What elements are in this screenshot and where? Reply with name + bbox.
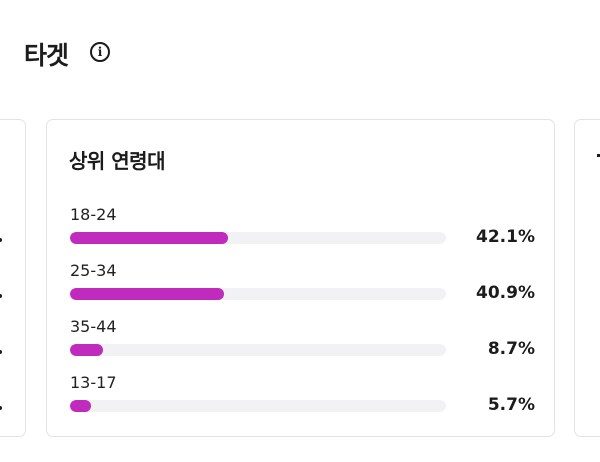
top-age-ranges-card: 상위 연령대 18-24 42.1% 25-34 40.9% 35-44 8.7% 1… (46, 119, 555, 437)
next-card (574, 119, 600, 437)
age-range-label: 13-17 (70, 373, 117, 392)
truncated-text (597, 154, 600, 157)
progress-track (70, 400, 446, 412)
truncated-value-dot (0, 406, 2, 410)
info-circle-icon[interactable]: i (90, 42, 110, 62)
progress-fill (70, 288, 224, 300)
truncated-value-dot (0, 350, 2, 354)
age-range-row: 25-34 40.9% (70, 261, 535, 311)
progress-track (70, 344, 446, 356)
progress-fill (70, 344, 103, 356)
truncated-value-dot (0, 294, 2, 298)
previous-card (0, 119, 26, 437)
age-range-row: 35-44 8.7% (70, 317, 535, 367)
page-title: 타겟 (24, 41, 69, 70)
progress-track (70, 288, 446, 300)
age-range-percent: 42.1% (476, 227, 535, 247)
progress-fill (70, 400, 92, 412)
card-title: 상위 연령대 (69, 149, 165, 173)
age-range-label: 18-24 (70, 205, 117, 224)
age-range-percent: 40.9% (476, 283, 535, 303)
progress-fill (70, 232, 229, 244)
age-range-percent: 8.7% (487, 339, 535, 359)
age-range-percent: 5.7% (487, 395, 535, 415)
truncated-value-dot (0, 238, 2, 242)
age-range-row: 18-24 42.1% (70, 205, 535, 255)
age-range-label: 25-34 (70, 261, 117, 280)
age-range-row: 13-17 5.7% (70, 373, 535, 423)
progress-track (70, 232, 446, 244)
age-range-label: 35-44 (70, 317, 117, 336)
